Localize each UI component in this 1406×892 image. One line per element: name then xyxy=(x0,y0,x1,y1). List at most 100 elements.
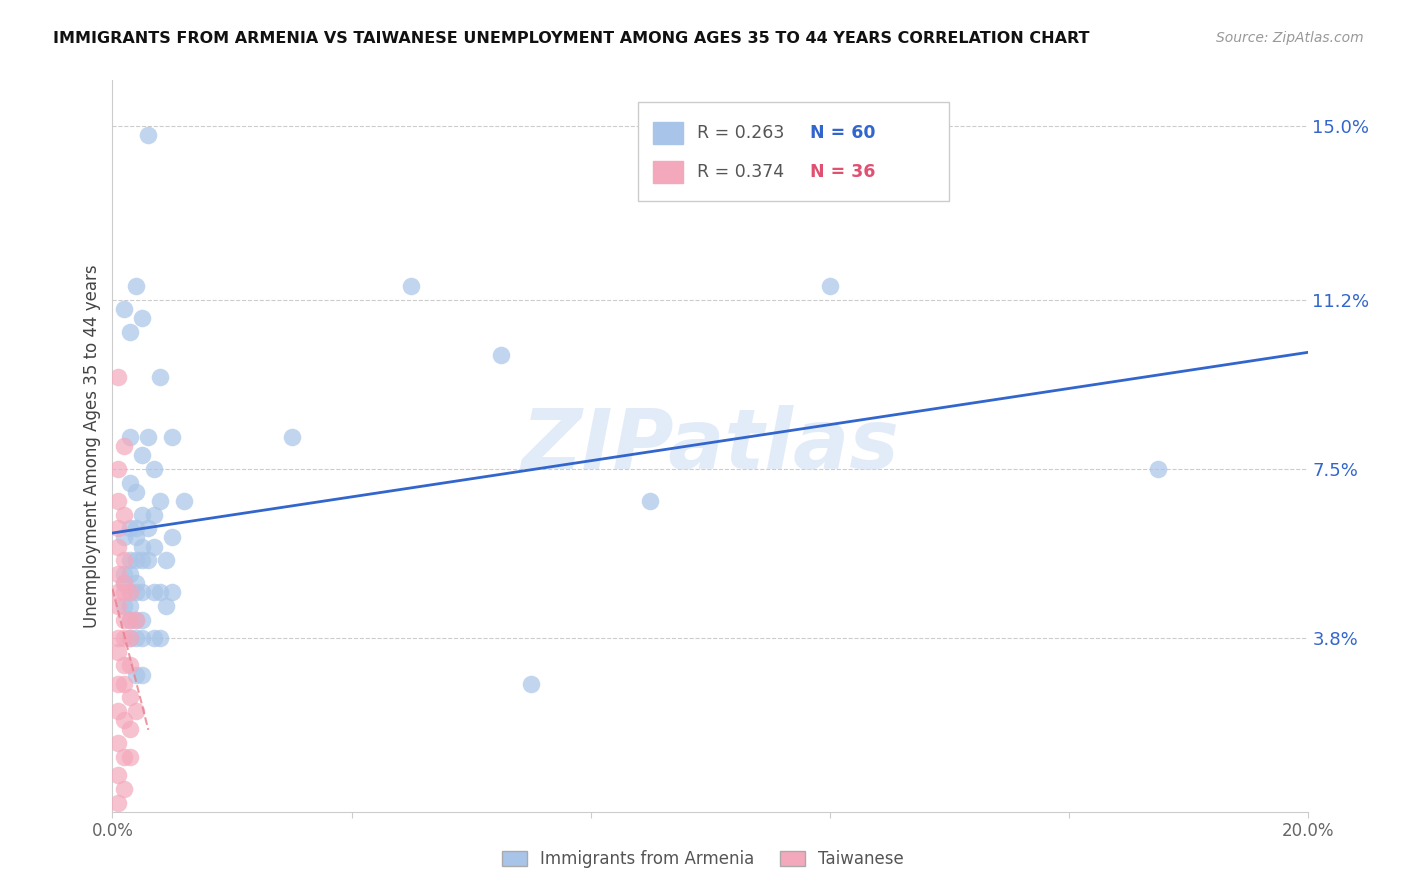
Point xyxy=(155,599,177,613)
Point xyxy=(131,540,153,554)
Point xyxy=(120,521,142,535)
Text: ZIPatlas: ZIPatlas xyxy=(522,406,898,486)
Point xyxy=(120,749,142,764)
Point xyxy=(125,631,148,645)
Point xyxy=(120,723,142,737)
Point xyxy=(114,576,135,591)
Text: R = 0.374: R = 0.374 xyxy=(697,162,785,181)
Point xyxy=(114,658,135,673)
Point xyxy=(125,613,148,627)
Point xyxy=(281,430,304,444)
Point xyxy=(125,667,148,681)
Point xyxy=(114,613,135,627)
Point xyxy=(125,521,148,535)
Point xyxy=(114,576,135,591)
Point xyxy=(107,370,129,384)
Point xyxy=(162,430,183,444)
Point xyxy=(143,462,166,476)
Point xyxy=(114,439,135,453)
Point xyxy=(114,553,135,567)
Point xyxy=(125,576,148,591)
Point xyxy=(173,494,195,508)
Point xyxy=(125,613,148,627)
Point xyxy=(120,567,142,582)
Point xyxy=(120,690,142,705)
Point xyxy=(114,301,135,316)
Text: N = 36: N = 36 xyxy=(810,162,876,181)
Point xyxy=(107,521,129,535)
Point xyxy=(125,530,148,544)
Point xyxy=(107,676,129,690)
Point xyxy=(131,613,153,627)
Text: R = 0.263: R = 0.263 xyxy=(697,124,785,142)
Point xyxy=(120,430,142,444)
Point xyxy=(107,585,129,599)
Point xyxy=(520,676,543,690)
Bar xyxy=(652,122,682,144)
Y-axis label: Unemployment Among Ages 35 to 44 years: Unemployment Among Ages 35 to 44 years xyxy=(83,264,101,628)
Point xyxy=(401,279,423,293)
Point xyxy=(114,599,135,613)
Point xyxy=(120,585,142,599)
Point xyxy=(143,585,166,599)
Point xyxy=(120,631,142,645)
Point xyxy=(114,567,135,582)
Point xyxy=(125,585,148,599)
Point xyxy=(114,781,135,796)
Legend: Immigrants from Armenia, Taiwanese: Immigrants from Armenia, Taiwanese xyxy=(495,844,911,875)
Point xyxy=(120,325,142,339)
Point xyxy=(143,540,166,554)
Text: N = 60: N = 60 xyxy=(810,124,876,142)
Point xyxy=(131,508,153,522)
FancyBboxPatch shape xyxy=(638,103,949,201)
Point xyxy=(155,553,177,567)
Text: IMMIGRANTS FROM ARMENIA VS TAIWANESE UNEMPLOYMENT AMONG AGES 35 TO 44 YEARS CORR: IMMIGRANTS FROM ARMENIA VS TAIWANESE UNE… xyxy=(53,31,1090,46)
Point xyxy=(131,631,153,645)
Point xyxy=(120,585,142,599)
Point xyxy=(114,631,135,645)
Point xyxy=(143,631,166,645)
Point xyxy=(125,553,148,567)
Point xyxy=(125,279,148,293)
Point xyxy=(107,645,129,659)
Point xyxy=(120,613,142,627)
Point xyxy=(149,494,172,508)
Point xyxy=(818,279,841,293)
Point xyxy=(149,585,172,599)
Point xyxy=(1147,462,1170,476)
Point xyxy=(107,494,129,508)
Point xyxy=(120,613,142,627)
Point xyxy=(138,128,160,143)
Point xyxy=(114,676,135,690)
Point xyxy=(107,631,129,645)
Point xyxy=(131,667,153,681)
Point xyxy=(143,508,166,522)
Point xyxy=(107,736,129,750)
Point xyxy=(107,567,129,582)
Point xyxy=(131,311,153,326)
Point xyxy=(107,704,129,718)
Point xyxy=(107,462,129,476)
Point xyxy=(131,448,153,462)
Point xyxy=(114,530,135,544)
Point xyxy=(114,508,135,522)
Point xyxy=(125,704,148,718)
Bar xyxy=(652,161,682,183)
Text: Source: ZipAtlas.com: Source: ZipAtlas.com xyxy=(1216,31,1364,45)
Point xyxy=(149,631,172,645)
Point xyxy=(114,714,135,728)
Point xyxy=(149,370,172,384)
Point xyxy=(138,521,160,535)
Point xyxy=(162,585,183,599)
Point xyxy=(114,585,135,599)
Point xyxy=(107,540,129,554)
Point xyxy=(120,599,142,613)
Point xyxy=(107,796,129,810)
Point xyxy=(131,585,153,599)
Point xyxy=(120,475,142,490)
Point xyxy=(640,494,662,508)
Point xyxy=(162,530,183,544)
Point xyxy=(107,599,129,613)
Point xyxy=(138,430,160,444)
Point xyxy=(125,484,148,499)
